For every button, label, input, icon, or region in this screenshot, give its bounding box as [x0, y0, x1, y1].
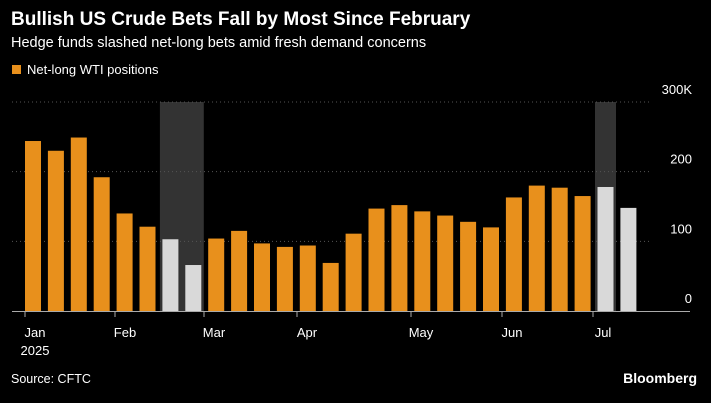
x-tick-label: Jun: [502, 325, 523, 340]
bar: [391, 205, 408, 311]
bar: [47, 150, 64, 311]
bar: [162, 239, 179, 311]
x-tick-label: Apr: [297, 325, 318, 340]
bar: [551, 187, 568, 311]
chart-title: Bullish US Crude Bets Fall by Most Since…: [11, 9, 471, 30]
bar: [597, 186, 614, 311]
bar: [574, 196, 591, 311]
y-tick-label: 0: [685, 291, 692, 306]
bar: [528, 185, 545, 311]
bar: [505, 197, 522, 311]
x-tick-label: Mar: [203, 325, 226, 340]
bar: [70, 137, 87, 311]
bar: [93, 177, 110, 311]
x-tick-label: Jan: [25, 325, 46, 340]
x-tick-label: Jul: [595, 325, 612, 340]
x-year-label: 2025: [21, 343, 50, 358]
x-tick-label: Feb: [114, 325, 136, 340]
legend-label: Net-long WTI positions: [27, 62, 159, 77]
y-tick-label: 300K: [662, 82, 693, 97]
bar: [620, 207, 637, 311]
bar: [254, 243, 270, 311]
bar: [345, 233, 362, 311]
source-note: Source: CFTC: [11, 372, 91, 386]
bar: [299, 245, 316, 311]
bar: [208, 238, 225, 311]
bar: [139, 226, 156, 311]
chart-legend: Net-long WTI positions: [12, 62, 159, 77]
bar: [368, 208, 385, 311]
bar: [437, 215, 454, 311]
x-tick-label: May: [409, 325, 434, 340]
bar: [460, 221, 477, 311]
y-tick-label: 100: [670, 221, 692, 236]
chart-subtitle: Hedge funds slashed net-long bets amid f…: [11, 35, 427, 51]
bar: [185, 265, 202, 311]
bar: [276, 246, 293, 311]
y-tick-label: 200: [670, 152, 692, 167]
bar: [483, 227, 499, 311]
bloomberg-logo: Bloomberg: [623, 370, 697, 386]
bar: [25, 141, 41, 311]
bar: [116, 213, 133, 311]
legend-swatch: [12, 65, 21, 74]
bar: [231, 230, 248, 311]
bar: [414, 211, 431, 311]
bar: [322, 262, 339, 311]
